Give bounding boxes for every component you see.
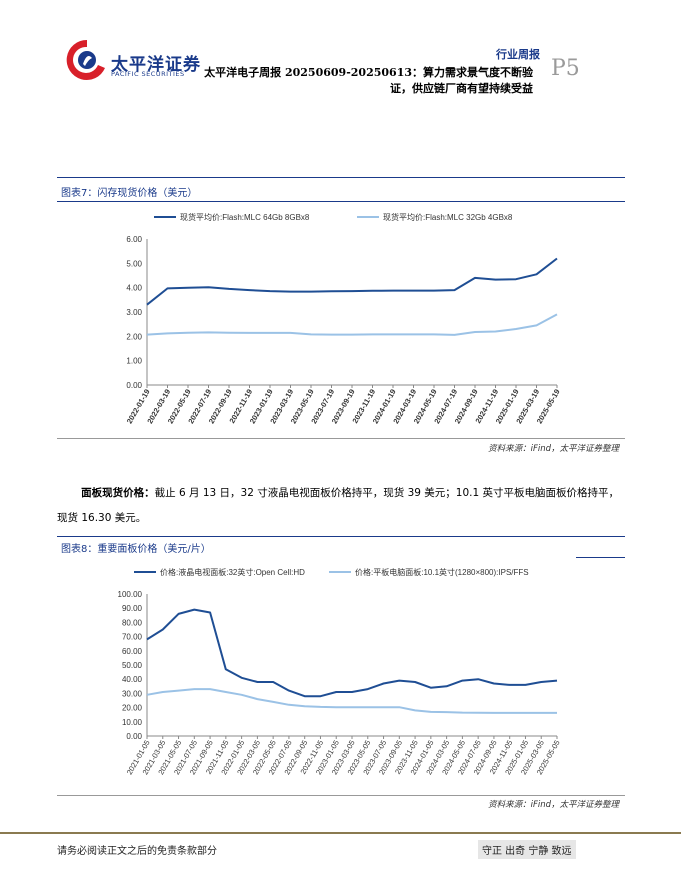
legend-label-8-1: 价格:平板电脑面板:10.1英寸(1280×800):IPS/FFS — [355, 567, 529, 577]
y-tick-label-7: 4.00 — [126, 284, 142, 293]
y-tick-label-7: 5.00 — [126, 259, 142, 268]
figure7-bottom-rule — [57, 438, 625, 439]
y-tick-label-7: 0.00 — [126, 381, 142, 390]
series-line-7-0 — [146, 257, 558, 306]
y-tick-label-8: 10.00 — [122, 718, 143, 727]
paragraph-text: 截止 6 月 13 日，32 寸液晶电视面板价格持平，现货 39 美元；10.1… — [57, 487, 619, 524]
report-title-line2: 证，供应链厂商有望持续受益 — [390, 82, 533, 95]
y-tick-label-8: 80.00 — [122, 618, 143, 627]
y-tick-label-8: 30.00 — [122, 689, 143, 698]
report-type: 行业周报 — [496, 48, 540, 61]
page-number: P5 — [551, 56, 580, 81]
series-line-7-1 — [146, 313, 558, 336]
y-tick-label-8: 0.00 — [126, 732, 142, 741]
figure7-title: 图表7：闪存现货价格（美元） — [61, 188, 198, 199]
y-tick-label-8: 90.00 — [122, 604, 143, 613]
y-tick-label-7: 1.00 — [126, 357, 142, 366]
y-tick-label-8: 60.00 — [122, 647, 143, 656]
y-tick-label-7: 3.00 — [126, 308, 142, 317]
y-tick-label-8: 70.00 — [122, 633, 143, 642]
figure7-title-rule — [57, 201, 625, 202]
figure8-bottom-rule — [57, 795, 625, 796]
y-tick-label-8: 40.00 — [122, 675, 143, 684]
series-line-8-0 — [146, 608, 558, 698]
figure8-title: 图表8：重要面板价格（美元/片） — [61, 544, 211, 555]
y-tick-label-8: 100.00 — [118, 590, 143, 599]
paragraph-lead: 面板现货价格： — [81, 487, 155, 499]
y-tick-label-7: 6.00 — [126, 235, 142, 244]
figure7-top-rule — [57, 177, 625, 178]
footer-disclaimer: 请务必阅读正文之后的免责条款部分 — [57, 846, 217, 857]
flash-price-chart: 现货平均价:Flash:MLC 64Gb 8GBx8 现货平均价:Flash:ML… — [125, 212, 562, 425]
company-logo — [66, 38, 108, 82]
y-tick-label-8: 50.00 — [122, 661, 143, 670]
legend-label-7-1: 现货平均价:Flash:MLC 32Gb 4GBx8 — [383, 212, 513, 222]
legend-label-7-0: 现货平均价:Flash:MLC 64Gb 8GBx8 — [180, 212, 310, 222]
figure8-title-rule — [576, 557, 625, 558]
report-title-line1: 太平洋电子周报 20250609-20250613：算力需求景气度不断验 — [204, 66, 533, 79]
panel-price-chart: 价格:液晶电视面板:32英寸:Open Cell:HD 价格:平板电脑面板:10.… — [118, 567, 562, 776]
logo-text-en: PACIFIC SECURITIES — [111, 70, 185, 78]
figure8-source: 资料来源：iFind，太平洋证券整理 — [488, 800, 619, 810]
footer-slogan: 守正 出奇 宁静 致远 — [478, 840, 576, 859]
series-line-8-1 — [146, 688, 557, 714]
panel-price-paragraph: 面板现货价格：截止 6 月 13 日，32 寸液晶电视面板价格持平，现货 39 … — [57, 481, 625, 531]
logo-text-cn: 太平洋证券 — [111, 55, 201, 75]
footer-rule — [0, 832, 681, 834]
y-tick-label-8: 20.00 — [122, 704, 143, 713]
figure8-top-rule — [57, 536, 625, 537]
figure7-source: 资料来源：iFind，太平洋证券整理 — [488, 444, 619, 454]
y-tick-label-7: 2.00 — [126, 332, 142, 341]
legend-label-8-0: 价格:液晶电视面板:32英寸:Open Cell:HD — [160, 567, 305, 577]
